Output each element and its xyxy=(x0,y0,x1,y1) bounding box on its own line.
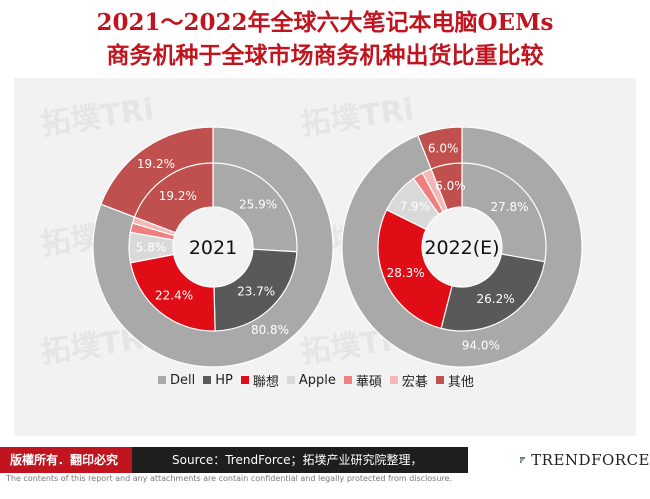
legend-label-hp: HP xyxy=(215,372,233,388)
outer-label-others: 19.2% xyxy=(137,157,175,171)
inner-slice-dell xyxy=(212,162,298,253)
trendforce-logo-icon xyxy=(520,457,526,463)
legend-item-acer: 宏碁 xyxy=(389,371,428,390)
inner-label-hp: 23.7% xyxy=(237,285,275,299)
legend-swatch-dell xyxy=(158,376,166,384)
legend-label-lenovo: 聯想 xyxy=(252,374,279,390)
brand: TRENDFORCE xyxy=(520,447,650,473)
legend-item-apple: Apple xyxy=(286,372,336,388)
inner-slice-others xyxy=(133,162,214,234)
inner-slice-hp xyxy=(440,253,546,332)
legend-swatch-asus xyxy=(343,376,352,384)
inner-label-apple: 7.9% xyxy=(400,200,431,214)
outer-label-others: 6.0% xyxy=(428,141,459,155)
outer-label-dell: 94.0% xyxy=(462,339,500,353)
inner-slice-lenovo xyxy=(377,209,453,330)
donut-chart-1: 80.8% 19.2% 25.9% 23.7% 22.4% 5.8% 19.2% 2021 xyxy=(92,126,334,368)
legend-swatch-others xyxy=(435,376,444,384)
legend-item-others: 其他 xyxy=(435,371,474,390)
inner-label-hp: 26.2% xyxy=(476,292,514,306)
inner-label-dell: 27.8% xyxy=(490,200,528,214)
inner-label-lenovo: 22.4% xyxy=(155,288,193,302)
brand-name: TRENDFORCE xyxy=(531,451,650,469)
legend-swatch-acer xyxy=(389,376,398,384)
legend-label-others: 其他 xyxy=(447,374,474,390)
inner-slice-hp xyxy=(213,248,298,332)
legend-swatch-hp xyxy=(203,376,212,384)
legend-swatch-lenovo xyxy=(240,376,249,384)
inner-label-dell: 25.9% xyxy=(239,197,277,211)
legend-item-hp: HP xyxy=(203,373,233,388)
legend-label-asus: 華碩 xyxy=(355,374,382,390)
inner-label-others: 19.2% xyxy=(159,189,197,203)
legend-label-apple: Apple xyxy=(298,372,336,388)
legend-item-lenovo: 聯想 xyxy=(240,371,279,390)
inner-slice-lenovo xyxy=(129,253,216,332)
legend-item-dell: Dell xyxy=(158,373,195,388)
footer: 版權所有．翻印必究 Source：TrendForce；拓墣产业研究院整理，20… xyxy=(0,447,650,493)
title-line-2: 商务机种于全球市场商务机种出货比重比较 xyxy=(106,42,544,69)
center-label: 2021 xyxy=(189,237,237,259)
center-label: 2022(E) xyxy=(424,237,499,259)
inner-slice-dell xyxy=(461,162,547,263)
outer-label-dell: 80.8% xyxy=(251,323,289,337)
title-line-1: 2021～2022年全球六大笔记本电脑OEMs xyxy=(96,9,554,36)
donut-chart-2: 94.0% 6.0% 27.8% 26.2% 28.3% 7.9% 6.0% 2022(E) xyxy=(341,126,583,368)
source-text: Source：TrendForce；拓墣产业研究院整理，2022/09 xyxy=(132,447,469,493)
legend-swatch-apple xyxy=(286,376,295,384)
legend: Dell HP 聯想 Apple 華碩 宏碁 其他 xyxy=(158,368,474,392)
inner-label-others: 6.0% xyxy=(435,179,466,193)
inner-slice-others xyxy=(430,162,463,211)
legend-item-asus: 華碩 xyxy=(343,371,382,390)
page-title: 2021～2022年全球六大笔记本电脑OEMs 商务机种于全球市场商务机种出货比… xyxy=(0,6,650,72)
legend-label-acer: 宏碁 xyxy=(401,374,428,390)
inner-label-lenovo: 28.3% xyxy=(387,266,425,280)
inner-label-apple: 5.8% xyxy=(136,240,167,254)
legend-label-dell: Dell xyxy=(170,372,196,388)
disclaimer: The contents of this report and any atta… xyxy=(6,474,452,483)
donut-charts: 80.8% 19.2% 25.9% 23.7% 22.4% 5.8% 19.2% 2021 94… xyxy=(92,126,583,368)
copyright-text: 版權所有．翻印必究 xyxy=(0,447,133,473)
